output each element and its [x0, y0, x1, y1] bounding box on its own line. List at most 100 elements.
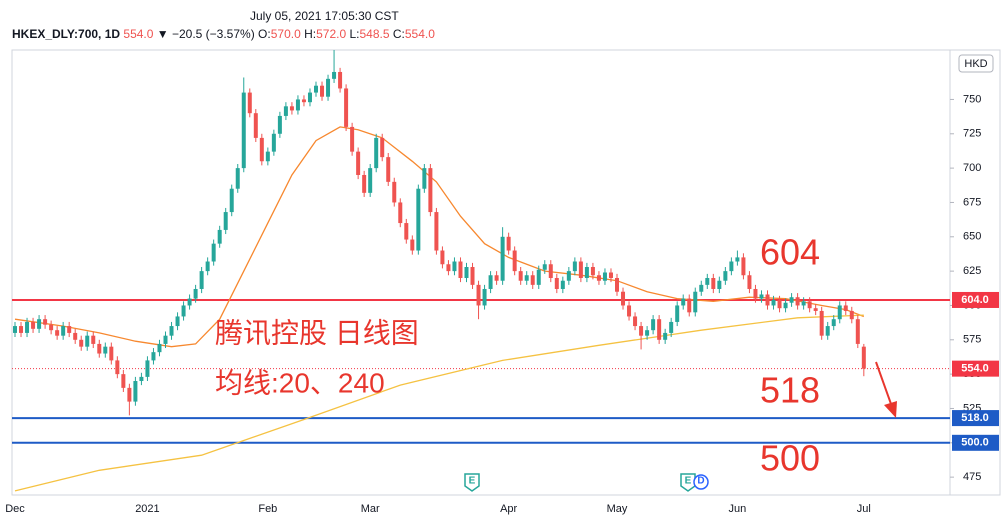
candle-body: [440, 250, 445, 265]
candle-body: [151, 352, 156, 361]
candle-body: [362, 174, 367, 193]
candle-body: [855, 319, 860, 344]
candle-body: [765, 294, 770, 306]
price-label: 518.0: [961, 412, 989, 424]
candle-body: [771, 299, 776, 306]
candle-body: [837, 305, 842, 320]
ohlc-label: O:: [258, 27, 271, 41]
event-icon: [464, 473, 480, 492]
candle-body: [669, 321, 674, 333]
candle-body: [651, 319, 656, 331]
x-tick-label: May: [607, 503, 628, 515]
candle-body: [693, 291, 698, 313]
candle-body: [115, 360, 120, 375]
candle-body: [55, 330, 60, 336]
candle-body: [560, 280, 565, 289]
annotation: 腾讯控股 日线图: [215, 317, 419, 348]
currency-box: [958, 54, 994, 73]
price-label: 604.0: [961, 294, 989, 306]
y-tick-label: 625: [963, 265, 981, 277]
candle-body: [229, 188, 234, 213]
event-icon: [680, 473, 696, 492]
candle-body: [19, 326, 24, 333]
candle-body: [783, 302, 788, 309]
candle-body: [633, 316, 638, 327]
candle-body: [843, 305, 848, 311]
candle-body: [735, 257, 740, 262]
event-label: E: [685, 476, 692, 487]
candle-body: [518, 271, 523, 281]
candle-body: [271, 133, 276, 152]
candle-body: [825, 326, 830, 336]
annotation: 500: [760, 438, 820, 479]
candle-body: [91, 335, 96, 344]
candle-body: [181, 305, 186, 317]
candle-body: [717, 280, 722, 289]
candle-body: [566, 271, 571, 281]
candle-body: [205, 261, 210, 272]
candle-body: [289, 106, 294, 111]
candle-body: [320, 85, 325, 97]
candle-body: [253, 113, 258, 138]
candle-body: [307, 92, 312, 103]
candle-body: [259, 137, 264, 162]
arrow: [875, 361, 892, 405]
y-tick-label: 750: [963, 93, 981, 105]
candle-body: [488, 275, 493, 289]
x-tick-label: Mar: [361, 503, 380, 515]
candle-body: [512, 250, 517, 272]
x-tick-label: Feb: [258, 503, 277, 515]
candle-body: [590, 267, 595, 276]
price-label-box: [952, 434, 999, 451]
y-tick-label: 725: [963, 128, 981, 140]
candle-body: [103, 346, 108, 354]
candle-body: [777, 299, 782, 309]
candle-body: [67, 326, 72, 333]
candle-body: [747, 275, 752, 289]
ohlc-value: 548.5: [359, 27, 390, 41]
candle-body: [139, 376, 144, 382]
candle-body: [326, 78, 331, 97]
candle-body: [175, 316, 180, 327]
candle-body: [542, 264, 547, 270]
y-tick-label: 575: [963, 334, 981, 346]
change: ▼ −20.5 (−3.57%): [156, 27, 255, 41]
price-label: 554.0: [961, 363, 989, 375]
x-tick-label: Jun: [729, 503, 747, 515]
candle-body: [536, 269, 541, 285]
candle-body: [849, 310, 854, 320]
candle-body: [795, 297, 800, 306]
candle-body: [705, 277, 710, 285]
candle-body: [145, 360, 150, 377]
candle-body: [157, 343, 162, 353]
annotation: 604: [760, 232, 820, 273]
timestamp: July 05, 2021 17:05:30 CST: [250, 9, 399, 23]
annotation: 518: [760, 370, 820, 411]
candle-body: [398, 202, 403, 224]
x-tick-label: 2021: [135, 503, 159, 515]
candle-body: [356, 151, 361, 175]
candle-body: [530, 275, 535, 285]
candle-body: [386, 157, 391, 182]
x-tick-label: Apr: [500, 503, 517, 515]
candle-body: [464, 267, 469, 278]
candle-body: [37, 319, 42, 329]
event-label: D: [697, 476, 704, 487]
candle-body: [368, 168, 373, 193]
candle-body: [506, 236, 511, 251]
candle-body: [187, 298, 192, 306]
candle-body: [687, 298, 692, 313]
candle-body: [25, 321, 30, 333]
candle-body: [277, 115, 282, 134]
candle-body: [169, 326, 174, 336]
candle-body: [801, 301, 806, 306]
candle-body: [470, 267, 475, 285]
candle-body: [43, 319, 48, 325]
ohlc-value: 570.0: [270, 27, 301, 41]
price-label-box: [952, 291, 999, 308]
symbol-line: HKEX_DLY:700, 1D 554.0 ▼ −20.5 (−3.57%) …: [12, 27, 435, 41]
candle-body: [217, 229, 222, 244]
candle-body: [729, 261, 734, 272]
candle-body: [374, 137, 379, 169]
